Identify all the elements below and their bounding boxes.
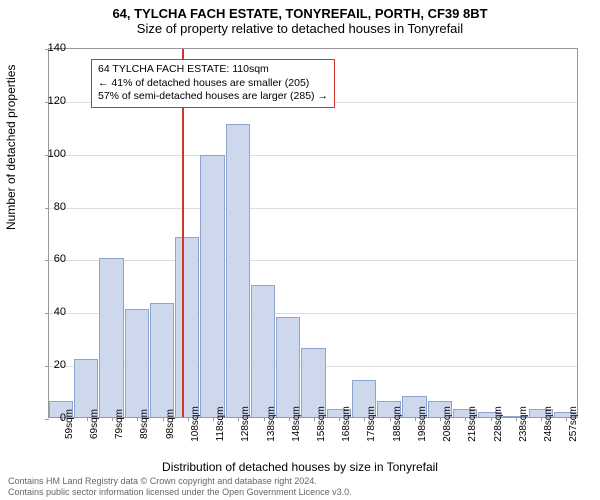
annotation-line: 64 TYLCHA FACH ESTATE: 110sqm [98,63,328,77]
y-tick-label: 80 [36,201,66,213]
x-tickmark [213,417,214,421]
x-tick-label: 158sqm [316,406,327,442]
y-tick-label: 140 [36,42,66,54]
x-tick-label: 188sqm [392,406,403,442]
footer-line-1: Contains HM Land Registry data © Crown c… [8,476,352,487]
x-tick-label: 198sqm [417,406,428,442]
x-tickmark [289,417,290,421]
bar [276,317,300,417]
x-tick-label: 59sqm [64,409,75,439]
bar [175,237,199,417]
y-tick-label: 20 [36,359,66,371]
x-tick-label: 98sqm [165,409,176,439]
x-tickmark [163,417,164,421]
bar [125,309,149,417]
annotation-box: 64 TYLCHA FACH ESTATE: 110sqm← 41% of de… [91,59,335,108]
chart-title: 64, TYLCHA FACH ESTATE, TONYREFAIL, PORT… [0,0,600,21]
x-tickmark [415,417,416,421]
footer-line-2: Contains public sector information licen… [8,487,352,498]
gridline [49,208,577,209]
x-tick-label: 89sqm [139,409,150,439]
x-tickmark [314,417,315,421]
bar [226,124,250,417]
x-tickmark [87,417,88,421]
x-tick-label: 228sqm [493,406,504,442]
x-tickmark [541,417,542,421]
x-tick-label: 248sqm [543,406,554,442]
bar [200,155,224,417]
footer-attribution: Contains HM Land Registry data © Crown c… [8,476,352,498]
gridline [49,155,577,156]
x-tick-label: 238sqm [518,406,529,442]
x-axis-label: Distribution of detached houses by size … [0,460,600,474]
chart-subtitle: Size of property relative to detached ho… [0,21,600,40]
y-tick-label: 120 [36,95,66,107]
x-tick-label: 208sqm [442,406,453,442]
bar [150,303,174,417]
x-tick-label: 118sqm [215,407,226,442]
x-tick-label: 108sqm [190,406,201,442]
x-tick-label: 218sqm [467,406,478,442]
x-tickmark [516,417,517,421]
chart-area: 64 TYLCHA FACH ESTATE: 110sqm← 41% of de… [48,48,578,418]
x-tick-label: 168sqm [341,406,352,442]
x-tickmark [188,417,189,421]
x-tickmark [491,417,492,421]
y-tick-label: 100 [36,148,66,160]
x-tick-label: 178sqm [366,406,377,442]
x-tickmark [264,417,265,421]
x-tick-label: 148sqm [291,406,302,442]
annotation-line: ← 41% of detached houses are smaller (20… [98,77,328,91]
y-axis-label: Number of detached properties [4,65,18,230]
y-tick-label: 0 [36,412,66,424]
annotation-line: 57% of semi-detached houses are larger (… [98,90,328,104]
x-tick-label: 257sqm [568,406,579,442]
x-tick-label: 79sqm [114,409,125,439]
x-tickmark [112,417,113,421]
x-tick-label: 128sqm [240,406,251,442]
bar [99,258,123,417]
gridline [49,260,577,261]
y-tick-label: 40 [36,306,66,318]
y-tick-label: 60 [36,253,66,265]
x-tick-label: 138sqm [266,406,277,442]
bar [251,285,275,417]
x-tick-label: 69sqm [89,409,100,439]
x-tickmark [390,417,391,421]
